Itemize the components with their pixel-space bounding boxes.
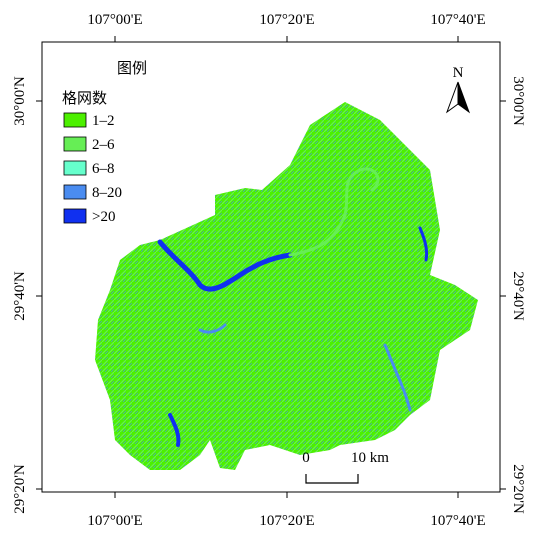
legend-label: 6–8 xyxy=(92,161,115,177)
legend-swatch xyxy=(63,160,87,176)
scale-label: 10 km xyxy=(351,450,389,466)
lat-label: 30°00'N xyxy=(510,76,526,126)
rivers xyxy=(157,167,429,447)
north-label: N xyxy=(453,65,464,81)
lat-label: 30°00'N xyxy=(12,76,28,126)
lat-label: 29°20'N xyxy=(510,464,526,514)
north-arrow: N xyxy=(445,65,471,114)
legend-swatch xyxy=(63,112,87,128)
legend-swatch xyxy=(63,208,87,224)
legend-label: >20 xyxy=(92,209,115,225)
lon-label: 107°20'E xyxy=(259,12,314,28)
region xyxy=(95,102,478,470)
lon-label: 107°40'E xyxy=(430,12,485,28)
scale-label: 0 xyxy=(302,450,310,466)
lon-label: 107°40'E xyxy=(430,513,485,529)
lon-label: 107°20'E xyxy=(259,513,314,529)
legend-label: 2–6 xyxy=(92,137,115,153)
lon-label: 107°00'E xyxy=(87,513,142,529)
lat-label: 29°40'N xyxy=(510,271,526,321)
lat-label: 29°20'N xyxy=(12,464,28,514)
legend-subtitle: 格网数 xyxy=(62,89,107,107)
legend: 1–2 2–6 6–8 8–20 >20 xyxy=(63,112,122,225)
legend-label: 8–20 xyxy=(92,185,122,201)
ticks xyxy=(36,36,506,498)
scale-bar: 0 10 km xyxy=(302,450,389,484)
legend-title: 图例 xyxy=(117,59,147,77)
legend-swatch xyxy=(63,184,87,200)
map-frame xyxy=(41,41,501,493)
lat-label: 29°40'N xyxy=(12,271,28,321)
legend-swatch xyxy=(63,136,87,152)
lon-label: 107°00'E xyxy=(87,12,142,28)
legend-label: 1–2 xyxy=(92,113,115,129)
